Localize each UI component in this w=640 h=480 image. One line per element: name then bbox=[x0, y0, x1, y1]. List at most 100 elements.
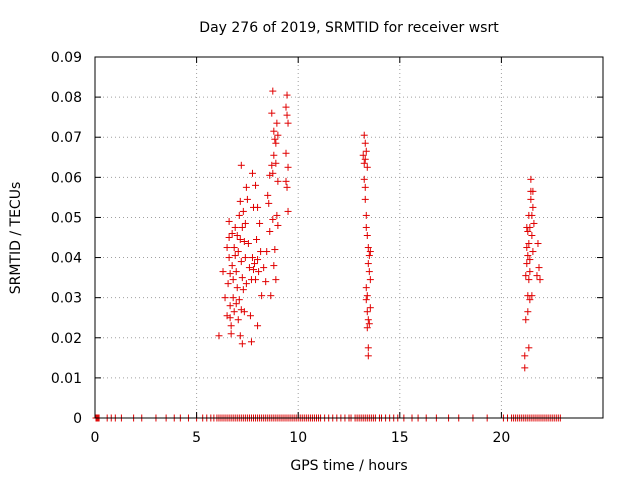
data-point bbox=[284, 119, 292, 127]
data-point bbox=[242, 183, 250, 191]
data-point bbox=[263, 248, 271, 256]
data-point bbox=[264, 191, 272, 199]
data-point bbox=[271, 135, 279, 143]
y-tick-label: 0.07 bbox=[51, 130, 82, 146]
data-point bbox=[523, 260, 531, 268]
data-point bbox=[527, 175, 535, 183]
data-point bbox=[234, 316, 242, 324]
data-point bbox=[522, 272, 530, 280]
data-point bbox=[240, 308, 248, 316]
data-point bbox=[229, 276, 237, 284]
data-point bbox=[226, 270, 234, 278]
data-point bbox=[284, 163, 292, 171]
x-tick-label: 20 bbox=[492, 430, 510, 446]
data-point bbox=[364, 352, 372, 360]
data-point bbox=[271, 246, 279, 254]
data-point bbox=[269, 87, 277, 95]
data-point bbox=[363, 308, 371, 316]
data-point bbox=[258, 292, 266, 300]
data-point bbox=[528, 292, 536, 300]
data-point bbox=[248, 254, 256, 262]
data-point bbox=[238, 274, 246, 282]
data-point bbox=[535, 264, 543, 272]
data-point bbox=[243, 195, 251, 203]
data-point bbox=[232, 268, 240, 276]
data-point bbox=[247, 338, 255, 346]
data-point bbox=[255, 268, 263, 276]
data-point bbox=[362, 284, 370, 292]
data-point bbox=[229, 294, 237, 302]
data-point bbox=[363, 292, 371, 300]
data-point bbox=[366, 304, 374, 312]
data-point bbox=[266, 227, 274, 235]
data-point bbox=[265, 199, 273, 207]
data-point bbox=[364, 316, 372, 324]
data-point bbox=[234, 248, 242, 256]
data-point bbox=[272, 139, 280, 147]
y-tick-label: 0.01 bbox=[51, 371, 82, 387]
y-tick-label: 0.05 bbox=[51, 210, 82, 226]
data-point bbox=[272, 276, 280, 284]
data-point bbox=[525, 344, 533, 352]
data-point bbox=[269, 215, 277, 223]
data-point bbox=[364, 260, 372, 268]
data-point bbox=[233, 284, 241, 292]
data-point bbox=[268, 161, 276, 169]
data-point bbox=[225, 254, 233, 262]
data-point bbox=[360, 159, 368, 167]
data-point bbox=[242, 280, 250, 288]
y-tick-label: 0.03 bbox=[51, 291, 82, 307]
y-tick-label: 0.02 bbox=[51, 331, 82, 347]
data-point bbox=[256, 219, 264, 227]
data-point bbox=[525, 276, 533, 284]
y-tick-label: 0 bbox=[73, 411, 82, 427]
data-point bbox=[274, 131, 282, 139]
data-point bbox=[221, 294, 229, 302]
data-point bbox=[254, 203, 262, 211]
data-point bbox=[268, 109, 276, 117]
data-point bbox=[522, 316, 530, 324]
data-point bbox=[235, 211, 243, 219]
data-point bbox=[524, 252, 532, 260]
y-axis-label: SRMTID / TECUs bbox=[8, 182, 24, 295]
data-point bbox=[526, 296, 534, 304]
axis-ticks bbox=[94, 56, 603, 419]
data-point bbox=[274, 221, 282, 229]
data-point bbox=[528, 231, 536, 239]
data-point bbox=[361, 155, 369, 163]
data-point bbox=[533, 272, 541, 280]
data-point bbox=[362, 147, 370, 155]
data-point bbox=[226, 314, 234, 322]
data-point bbox=[366, 276, 374, 284]
data-point bbox=[227, 322, 235, 330]
data-point bbox=[227, 330, 235, 338]
x-tick-label: 0 bbox=[91, 430, 100, 446]
data-point bbox=[224, 280, 232, 288]
x-tick-label: 10 bbox=[289, 430, 307, 446]
data-point bbox=[239, 207, 247, 215]
data-point bbox=[270, 262, 278, 270]
data-point bbox=[237, 161, 245, 169]
data-point bbox=[526, 268, 534, 276]
data-point bbox=[237, 258, 245, 266]
data-point bbox=[364, 344, 372, 352]
data-point bbox=[238, 340, 246, 348]
data-point bbox=[273, 119, 281, 127]
data-point bbox=[362, 223, 370, 231]
data-point bbox=[252, 181, 260, 189]
data-point bbox=[528, 211, 536, 219]
data-point bbox=[529, 248, 537, 256]
data-point bbox=[235, 296, 243, 304]
data-point bbox=[252, 276, 260, 284]
data-point bbox=[269, 169, 277, 177]
y-tick-label: 0.09 bbox=[51, 50, 82, 66]
data-point bbox=[360, 175, 368, 183]
data-point bbox=[248, 169, 256, 177]
data-point bbox=[526, 223, 534, 231]
data-point bbox=[225, 217, 233, 225]
data-point bbox=[282, 177, 290, 185]
data-point bbox=[365, 320, 373, 328]
data-point bbox=[363, 163, 371, 171]
data-point bbox=[365, 268, 373, 276]
data-point bbox=[363, 324, 371, 332]
